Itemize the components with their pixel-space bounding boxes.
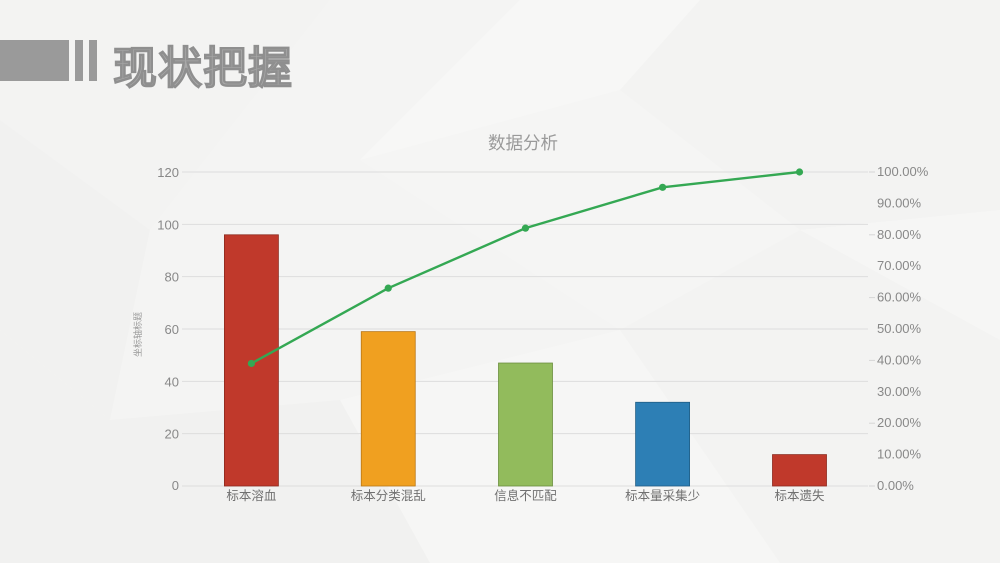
svg-text:80: 80 <box>165 270 179 285</box>
svg-text:100: 100 <box>157 217 179 232</box>
svg-text:80.00%: 80.00% <box>877 227 922 242</box>
svg-text:10.00%: 10.00% <box>877 447 922 462</box>
svg-text:标本溶血: 标本溶血 <box>226 488 276 503</box>
svg-text:20.00%: 20.00% <box>877 415 922 430</box>
svg-text:120: 120 <box>157 165 179 180</box>
svg-text:100.00%: 100.00% <box>877 164 929 179</box>
svg-text:90.00%: 90.00% <box>877 195 922 210</box>
svg-text:60: 60 <box>165 322 179 337</box>
svg-text:60.00%: 60.00% <box>877 290 922 305</box>
svg-text:标本分类混乱: 标本分类混乱 <box>351 489 426 503</box>
svg-text:0: 0 <box>172 478 179 493</box>
svg-text:标本量采集少: 标本量采集少 <box>625 488 700 503</box>
svg-text:40: 40 <box>165 374 179 389</box>
svg-text:40.00%: 40.00% <box>877 352 922 367</box>
svg-text:0.00%: 0.00% <box>877 478 914 493</box>
svg-text:50.00%: 50.00% <box>877 321 922 336</box>
svg-text:标本遗失: 标本遗失 <box>774 488 825 503</box>
svg-text:20: 20 <box>165 427 179 442</box>
svg-text:30.00%: 30.00% <box>877 384 922 399</box>
svg-text:70.00%: 70.00% <box>877 258 922 273</box>
svg-text:信息不匹配: 信息不匹配 <box>494 488 557 503</box>
